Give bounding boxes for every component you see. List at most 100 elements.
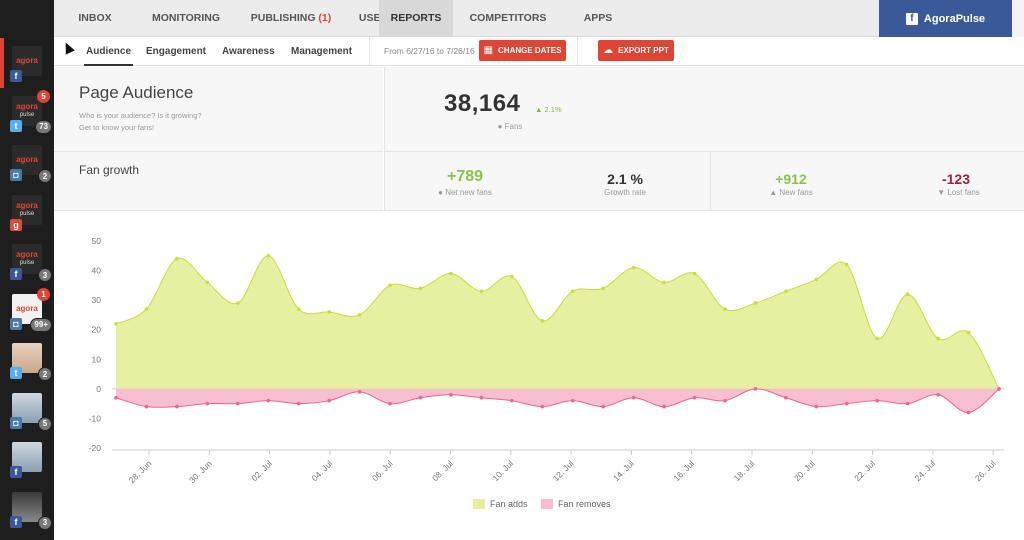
x-tick-label: 14. Jul [611,458,636,483]
fan-removes-point [723,398,727,403]
fan-removes-point [662,404,666,409]
fan-removes-point [388,401,392,406]
date-range: From 6/27/16 to 7/26/16 [384,46,475,56]
change-dates-button[interactable]: ▦ CHANGE DATES [479,40,566,61]
fan-removes-point [936,392,940,397]
tab-awareness[interactable]: Awareness [222,46,275,57]
legend-fan-removes[interactable]: Fan removes [541,497,611,511]
cloud-upload-icon: ☁ [603,45,614,56]
tab-management[interactable]: Management [291,46,353,57]
x-tick-label: 28. Jun [127,458,154,485]
net-new-fans-label-text: Net new fans [445,188,492,197]
divider [577,37,578,66]
y-tick-label: -10 [89,413,102,423]
sidebar-account-2[interactable]: agora pulse t 73 5 [10,89,52,134]
fans-trend: ▲ 2.1% [535,105,562,114]
fan-adds-point [631,265,636,270]
fan-adds-point [479,289,484,294]
fan-adds-point [753,301,758,305]
fan-removes-point [479,395,484,400]
fan-removes-area [116,388,999,413]
x-tick-label: 08. Jul [430,458,455,483]
fan-removes-point [510,398,514,403]
divider [369,37,370,66]
fan-removes-point [844,401,849,406]
sidebar-account-6[interactable]: agora ◘ 99+ 1 [10,287,52,332]
x-tick-label: 04. Jul [310,458,335,483]
sidebar-account-3[interactable]: agora ◘ 2 [10,145,52,183]
fan-removes-point [418,395,423,400]
fan-removes-point [966,410,971,415]
user-icon: ● [438,188,443,197]
export-ppt-label: EXPORT PPT [618,46,669,55]
page-subtitle-2: Get to know your fans! [79,123,155,132]
nav-monitoring[interactable]: MONITORING [151,12,221,24]
selected-account-indicator [0,38,4,88]
top-navigation: INBOX MONITORING PUBLISHING (1) USERS RE… [54,0,1024,37]
new-fans: +912 [775,171,807,187]
tab-audience[interactable]: Audience [84,37,134,66]
sidebar-account-5[interactable]: agora pulse f 3 [10,244,52,282]
fan-adds-point [327,310,331,314]
fan-removes-label: Fan removes [558,499,611,509]
sidebar-account-9[interactable]: f [10,442,44,478]
x-tick-label: 30. Jun [187,458,214,485]
fan-adds-point [114,322,118,326]
sidebar-account-8[interactable]: ◘ 5 [10,392,52,431]
fans-trend-value: 2.1% [544,105,562,114]
account-switcher[interactable]: f AgoraPulse [879,0,1012,37]
fan-removes-point [114,395,118,400]
fans-count: 38,164 [444,90,521,117]
nav-reports[interactable]: REPORTS [379,0,453,37]
account-logo-subtext: pulse [19,210,35,217]
x-tick-label: 24. Jul [913,458,938,483]
fans-panel: 38,164 ▲ 2.1% ● Fans [384,67,1024,152]
lost-fans-label: ▼ Lost fans [921,188,996,197]
fan-adds-point [784,289,788,294]
facebook-icon: f [10,515,22,528]
account-logo-subtext: pulse [19,260,35,266]
tab-engagement[interactable]: Engagement [146,46,207,57]
account-logo-text: agora [16,250,38,259]
legend-fan-adds[interactable]: Fan adds [473,497,528,511]
report-subnav: Audience Engagement Awareness Management… [54,37,1024,66]
fan-adds-line [115,255,1000,390]
nav-apps[interactable]: APPS [583,12,613,24]
x-tick-label: 06. Jul [370,458,395,483]
publishing-count: (1) [318,12,332,24]
net-growth-panel: +789 ● Net new fans 2.1 % Growth rate [384,152,710,211]
fan-adds-point [357,313,362,317]
nav-publishing-label: PUBLISHING [250,12,316,24]
fan-adds-area [116,255,999,389]
sidebar-account-4[interactable]: agora pulse g [10,194,44,231]
unread-count-badge: 3 [38,268,52,282]
instagram-icon: ◘ [10,317,22,330]
accounts-sidebar: agora f agora pulse t 73 5 agora ◘ 2 agora pulse g ag… [0,0,54,540]
growth-rate-label: Growth rate [604,188,646,197]
fan-removes-point [875,398,880,403]
alert-badge: 1 [37,287,50,301]
nav-publishing[interactable]: PUBLISHING (1) [236,0,346,37]
nav-inbox[interactable]: INBOX [78,12,112,24]
unread-count-badge: 5 [38,416,52,431]
fan-adds-point [723,307,727,311]
nav-competitors[interactable]: COMPETITORS [469,12,547,24]
google-plus-icon: g [10,218,22,231]
x-tick-label: 12. Jul [551,458,576,483]
fan-removes-point [631,395,636,400]
sidebar-account-1[interactable]: agora f [10,46,44,82]
page-audience-panel: Page Audience Who is your audience? Is i… [54,67,383,152]
user-icon: ● [497,122,503,131]
export-ppt-button[interactable]: ☁ EXPORT PPT [598,40,674,61]
new-fans-label-text: New fans [779,188,813,197]
account-logo-subtext: pulse [19,111,35,118]
fans-label-text: Fans [504,122,523,131]
page-title: Page Audience [79,83,194,102]
y-tick-label: 0 [96,384,101,394]
collapse-icon[interactable] [1012,0,1024,37]
fan-adds-point [905,292,910,297]
facebook-icon: f [10,70,22,82]
fan-adds-point [570,289,575,294]
